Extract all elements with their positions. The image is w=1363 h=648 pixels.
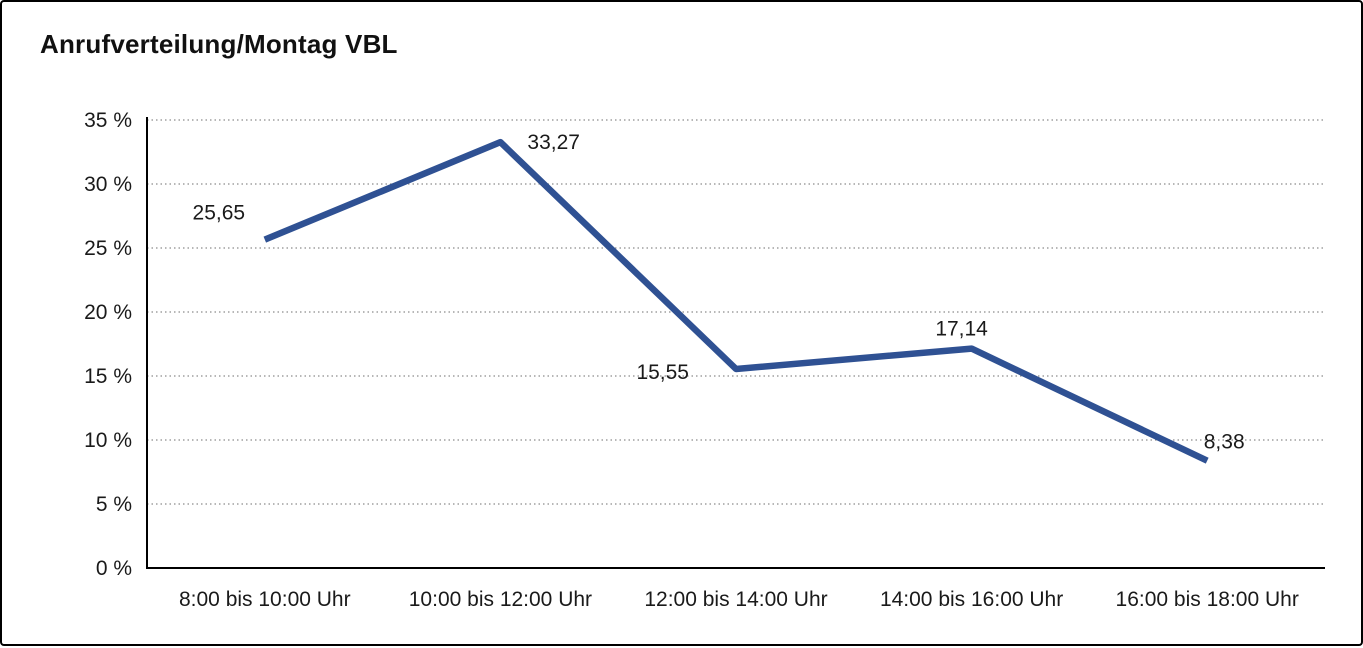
data-point-label: 15,55 [636,361,689,384]
y-tick-label: 35 % [84,109,132,132]
y-tick-label: 10 % [84,429,132,452]
x-axis-label: 8:00 bis 10:00 Uhr [179,588,351,611]
data-line [263,138,1209,464]
chart-title: Anrufverteilung/Montag VBL [40,29,398,59]
y-tick-label: 30 % [84,173,132,196]
data-point-label: 17,14 [935,318,988,341]
x-axis-label: 16:00 bis 18:00 Uhr [1116,588,1299,611]
x-axis-label: 10:00 bis 12:00 Uhr [409,588,592,611]
x-axis-label: 14:00 bis 16:00 Uhr [880,588,1063,611]
data-point-label: 33,27 [527,131,580,154]
y-tick-label: 5 % [96,493,132,516]
y-tick-label: 0 % [96,557,132,580]
data-point-label: 25,65 [193,202,246,225]
data-point-label: 8,38 [1204,431,1245,454]
y-tick-label: 15 % [84,365,132,388]
x-axis-label: 12:00 bis 14:00 Uhr [644,588,827,611]
y-tick-label: 20 % [84,301,132,324]
y-tick-label: 25 % [84,237,132,260]
